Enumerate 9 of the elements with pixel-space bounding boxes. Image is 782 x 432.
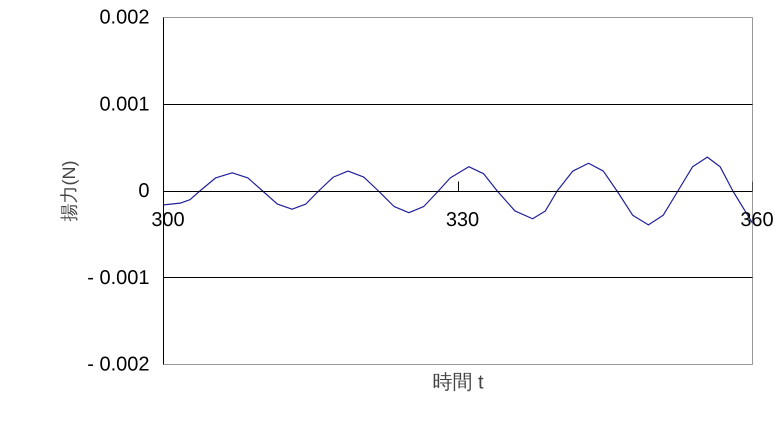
- y-tick-label: - 0.002: [87, 354, 150, 376]
- y-axis-title: 揚力(N): [59, 160, 80, 222]
- y-tick-label: - 0.001: [87, 266, 150, 289]
- x-tick-label: 360: [740, 208, 774, 232]
- y-tick-label: 0.001: [99, 93, 150, 116]
- x-tick-label: 330: [446, 208, 480, 232]
- y-tick-label: 0: [138, 180, 150, 202]
- x-axis-title: 時間 t: [432, 372, 484, 394]
- y-tick-label: 0.002: [99, 6, 150, 28]
